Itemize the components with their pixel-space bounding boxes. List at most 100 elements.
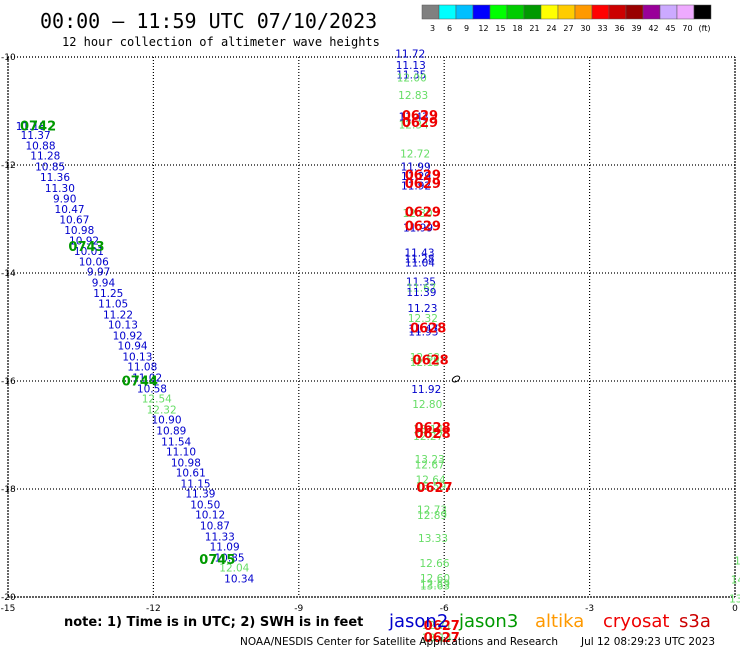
wave-height-point: 11.39 (406, 287, 436, 299)
wave-height-point: 11.93 (408, 327, 438, 339)
wave-height-point: 11.18 (16, 121, 46, 133)
colorbar-swatch (506, 4, 525, 20)
wave-height-point: 12.67 (415, 459, 445, 471)
wave-height-point: 11.35 (406, 276, 436, 288)
wave-height-point: 10.90 (151, 415, 181, 427)
wave-height-point: 11.99 (401, 161, 431, 173)
wave-height-point: 9.97 (87, 267, 110, 279)
wave-height-point: 11.39 (185, 489, 215, 501)
wave-height-point: 12.72 (400, 148, 430, 160)
legend-cryosat: cryosat (603, 611, 669, 632)
legend-jason2: jason2 (388, 611, 448, 632)
wave-height-point: 12.32 (147, 404, 177, 416)
wave-height-point: 13.23 (415, 454, 445, 466)
chart-subtitle: 12 hour collection of altimeter wave hei… (62, 35, 380, 49)
colorbar-label: 42 (648, 24, 658, 33)
colorbar-swatch (523, 4, 542, 20)
footer-credit: NOAA/NESDIS Center for Satellite Applica… (240, 636, 558, 648)
pass-time-label: 0742 (20, 119, 56, 134)
coastline-marker (451, 375, 461, 383)
colorbar: 3 6 9 12 15 18 21 24 27 30 33 36 39 42 45 70 (ft) (421, 4, 712, 33)
wave-height-point: 11.28 (30, 151, 60, 163)
pass-time-label: 0627 (424, 619, 460, 634)
wave-height-point: 11.02 (132, 373, 162, 385)
colorbar-swatch (625, 4, 644, 20)
colorbar-label: 12 (478, 24, 488, 33)
pass-time-label: 0628 (413, 353, 449, 368)
y-tick-label: -14 (1, 269, 16, 279)
wave-height-point: 12.59 (420, 578, 450, 590)
wave-height-point: 10.88 (25, 140, 55, 152)
wave-height-point: 11.10 (166, 447, 196, 459)
wave-height-point: 12.32 (408, 313, 438, 325)
wave-height-point: 12.04 (219, 563, 249, 575)
wave-height-point: 11.92 (401, 180, 431, 192)
wave-height-point: 10.47 (55, 204, 85, 216)
wave-height-point: 11.43 (404, 247, 434, 259)
legend-note: note: 1) Time is in UTC; 2) SWH is in fe… (64, 615, 363, 630)
wave-height-point: 11.47 (408, 323, 438, 335)
y-tick-label: -18 (1, 485, 16, 495)
wave-height-point: 11.33 (205, 531, 235, 543)
wave-height-point: 11.67 (406, 282, 436, 294)
x-tick-label: -15 (1, 604, 16, 614)
colorbar-swatch (540, 4, 559, 20)
wave-height-point: 12.73 (417, 504, 447, 516)
wave-height-point: 11.72 (395, 49, 425, 61)
colorbar-swatch (438, 4, 457, 20)
pass-time-label: 0745 (199, 553, 235, 568)
colorbar-swatch (693, 4, 712, 20)
wave-height-point: 10.13 (122, 351, 152, 363)
wave-height-point: 10.92 (113, 330, 143, 342)
wave-height-point: 12.60 (420, 573, 450, 585)
wave-height-point: 11.30 (45, 183, 75, 195)
wave-height-point: 12.64 (416, 475, 446, 487)
wave-height-point: 13.63 (420, 580, 450, 592)
wave-height-point: 12.71 (422, 620, 452, 632)
wave-height-point: 11.04 (405, 258, 435, 270)
wave-height-point: 13.59 (416, 481, 446, 493)
colorbar-label: 3 (430, 24, 435, 33)
wave-height-point: 9.90 (53, 193, 76, 205)
wave-height-point: 11.35 (396, 70, 426, 82)
pass-time-label: 0629 (402, 116, 438, 131)
colorbar-label: 15 (495, 24, 505, 33)
plot-area: -15 -12 -9 -6 -3 0-10-12-14-16-18-20 11.1811.… (1, 49, 740, 646)
wave-height-point: 12.13 (410, 357, 440, 369)
y-tick-label: -12 (1, 161, 16, 171)
wave-height-point: 11.92 (411, 384, 441, 396)
footer-timestamp: Jul 12 08:29:23 UTC 2023 (580, 636, 715, 648)
wave-height-point: 10.89 (156, 425, 186, 437)
pass-time-label: 0628 (414, 421, 450, 436)
colorbar-label: 9 (464, 24, 469, 33)
wave-height-point: 1 (734, 556, 740, 568)
pass-time-label: 0629 (405, 205, 441, 220)
colorbar-swatch (642, 4, 661, 20)
colorbar-label: 70 (682, 24, 692, 33)
wave-height-point: 11.37 (21, 130, 51, 142)
colorbar-swatch (472, 4, 491, 20)
wave-height-point: 11.36 (40, 172, 70, 184)
pass-time-label: 0629 (402, 109, 438, 124)
wave-height-point: 10.98 (64, 225, 94, 237)
colorbar-swatch (574, 4, 593, 20)
colorbar-swatch (455, 4, 474, 20)
colorbar-label: 45 (665, 24, 675, 33)
wave-height-point: 10.92 (69, 235, 99, 247)
wave-height-point: 11.43 (399, 112, 429, 124)
wave-height-point: 11.54 (161, 436, 191, 448)
wave-height-point: 12.34 (399, 119, 429, 131)
pass-time-label: 0628 (414, 427, 450, 442)
wave-height-point: 10.34 (224, 573, 254, 585)
legend-jason3: jason3 (458, 611, 518, 632)
y-tick-label: -16 (1, 377, 16, 387)
colorbar-swatch (608, 4, 627, 20)
wave-height-point: 10.61 (176, 468, 206, 480)
wave-height-point: 11.25 (93, 288, 123, 300)
wave-height-point: 10.85 (214, 552, 244, 564)
colorbar-label: 21 (529, 24, 539, 33)
wave-height-point: 11.29 (401, 171, 431, 183)
chart-title: 00:00 – 11:59 UTC 07/10/2023 (40, 9, 377, 33)
